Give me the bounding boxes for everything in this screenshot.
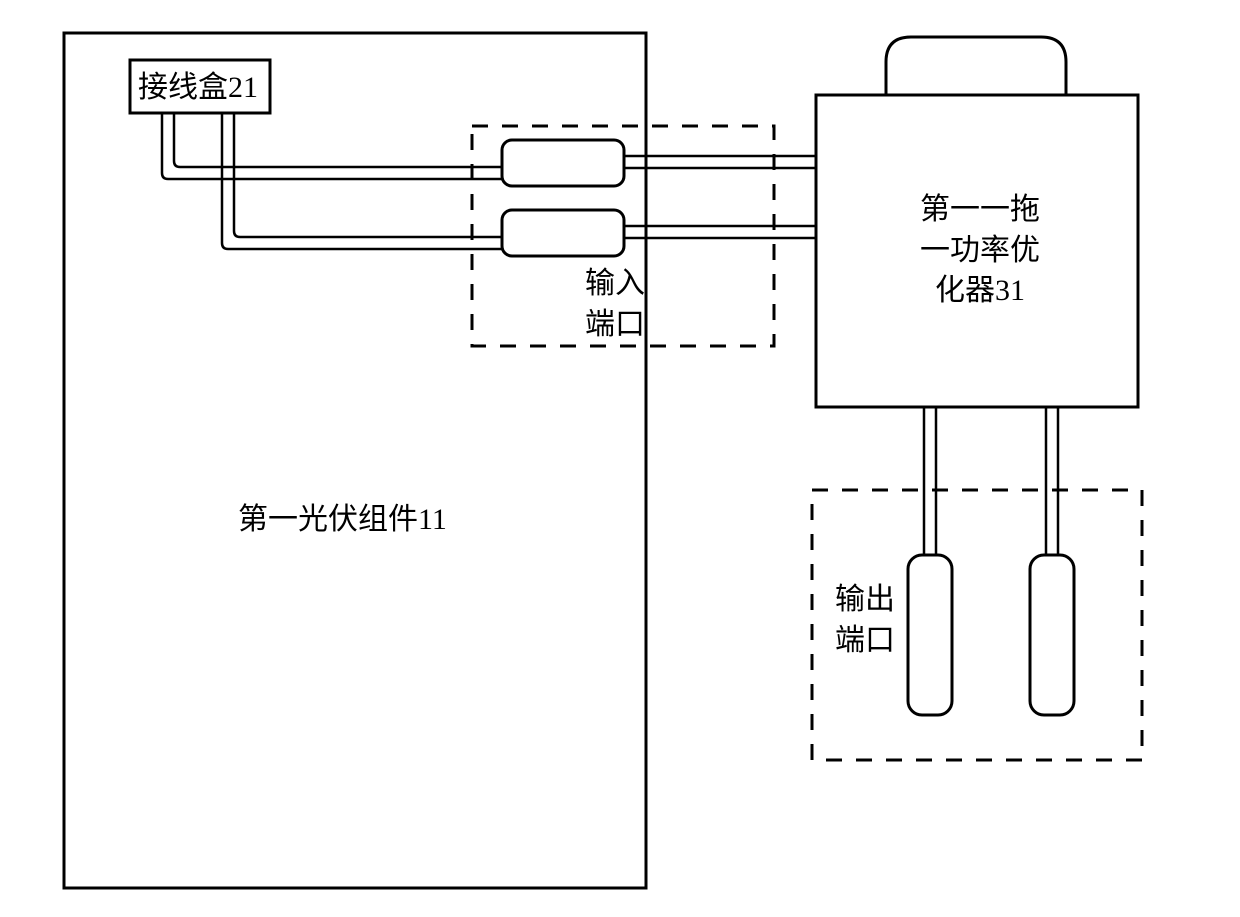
input-port-label-1: 输入	[585, 267, 645, 300]
optimizer-label-2: 一功率优	[920, 234, 1040, 267]
input-connector-2	[502, 210, 624, 256]
optimizer-label: 第一一拖 一功率优 化器31	[905, 190, 1055, 312]
input-connector-1	[502, 140, 624, 186]
input-port-label: 输入 端口	[555, 264, 675, 345]
optimizer-label-1: 第一一拖	[920, 193, 1040, 226]
output-connector-1	[908, 555, 952, 715]
wire-jb-input1-outer	[162, 113, 502, 179]
wire-jb-input2-outer	[222, 113, 502, 249]
output-port-label-1: 输出	[835, 583, 895, 616]
output-connector-2	[1030, 555, 1074, 715]
optimizer-handle	[886, 37, 1066, 95]
input-port-label-2: 端口	[585, 308, 645, 341]
diagram-container: 接线盒21 第一光伏组件11 输入 端口 第一一拖 一功率优 化器31 输出 端…	[0, 0, 1240, 917]
wire-jb-input2-inner	[234, 113, 502, 237]
diagram-svg	[0, 0, 1240, 917]
output-port-label: 输出 端口	[820, 580, 910, 661]
junction-box-label: 接线盒21	[138, 68, 258, 109]
output-port-label-2: 端口	[835, 624, 895, 657]
optimizer-label-3: 化器31	[935, 274, 1025, 307]
pv-module-label: 第一光伏组件11	[238, 500, 447, 541]
